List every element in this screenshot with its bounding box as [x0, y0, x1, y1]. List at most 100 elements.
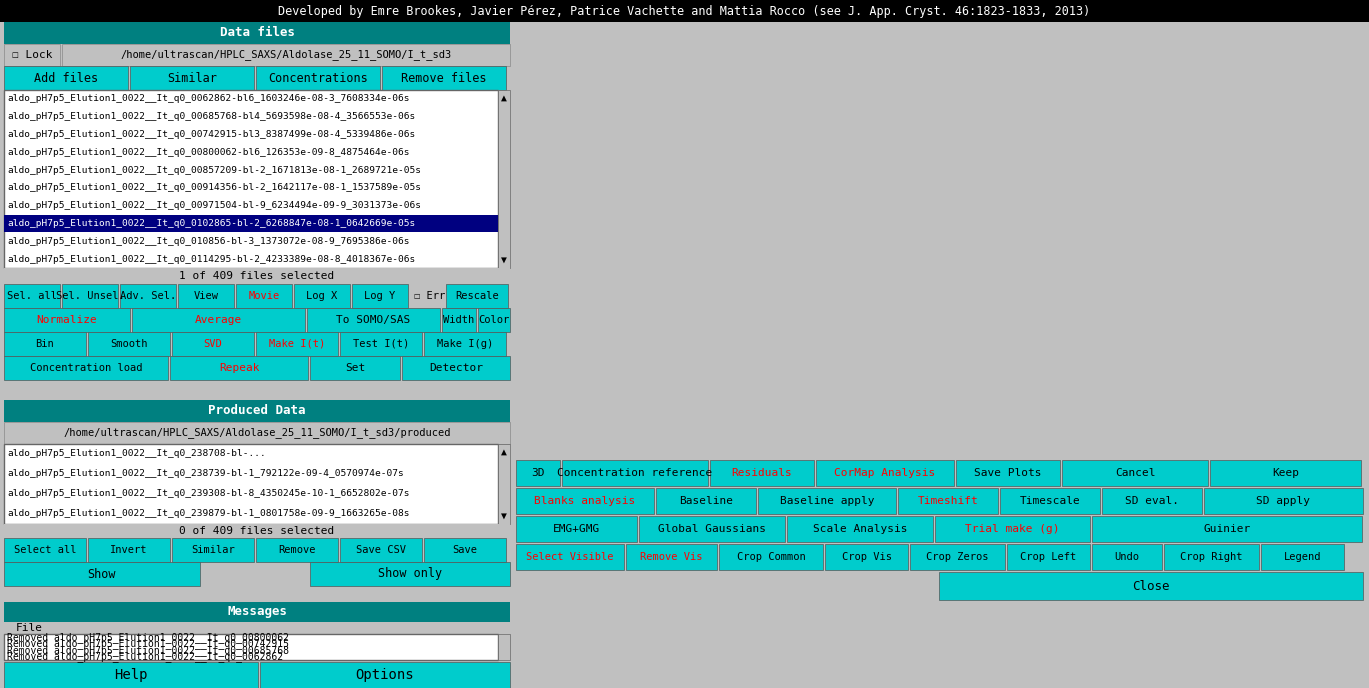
Text: Close: Close [1132, 579, 1169, 592]
Text: Show only: Show only [378, 568, 442, 581]
Text: 0 of 409 files selected: 0 of 409 files selected [179, 526, 334, 536]
Text: Width: Width [444, 315, 475, 325]
Text: Produced Data: Produced Data [208, 405, 305, 418]
Text: Set: Set [345, 363, 366, 373]
Text: Blanks analysis: Blanks analysis [534, 496, 635, 506]
Text: Global Gaussians: Global Gaussians [658, 524, 767, 534]
Text: Undo: Undo [1114, 552, 1139, 562]
X-axis label: Time [a.u.]: Time [a.u.] [923, 470, 999, 484]
Text: Movie: Movie [248, 291, 279, 301]
Text: Log X: Log X [307, 291, 338, 301]
Text: Similar: Similar [167, 72, 216, 85]
Text: Detector: Detector [428, 363, 483, 373]
Text: aldo_pH7p5_Elution1_0022__It_q0_239308-bl-8_4350245e-10-1_6652802e-07s: aldo_pH7p5_Elution1_0022__It_q0_239308-b… [7, 489, 409, 499]
Text: Crop Zeros: Crop Zeros [927, 552, 988, 562]
Text: /home/ultrascan/HPLC_SAXS/Aldolase_25_11_SOMO/I_t_sd3: /home/ultrascan/HPLC_SAXS/Aldolase_25_11… [120, 50, 452, 61]
Text: Help: Help [114, 668, 148, 682]
Text: Messages: Messages [227, 605, 287, 619]
Text: Select Visible: Select Visible [526, 552, 613, 562]
Text: Color: Color [478, 315, 509, 325]
Text: Residuals: Residuals [731, 468, 793, 478]
Text: Make I(t): Make I(t) [268, 339, 324, 349]
Text: aldo_pH7p5_Elution1_0022__It_q0_010856-bl-3_1373072e-08-9_7695386e-06s: aldo_pH7p5_Elution1_0022__It_q0_010856-b… [7, 237, 409, 246]
Text: aldo_pH7p5_Elution1_0022__It_q0_00914356-bl-2_1642117e-08-1_1537589e-05s: aldo_pH7p5_Elution1_0022__It_q0_00914356… [7, 184, 422, 193]
Text: Rescale: Rescale [455, 291, 498, 301]
Text: Add files: Add files [34, 72, 99, 85]
Y-axis label: I(t) [a.u.]: I(t) [a.u.] [493, 208, 507, 270]
Text: EMG+GMG: EMG+GMG [553, 524, 600, 534]
Text: 1 of 409 files selected: 1 of 409 files selected [179, 271, 334, 281]
Text: Concentrations: Concentrations [268, 72, 368, 85]
Text: ☐ Err: ☐ Err [413, 291, 445, 301]
Text: aldo_pH7p5_Elution1_0022__It_q0_238708-bl-...: aldo_pH7p5_Elution1_0022__It_q0_238708-b… [7, 449, 266, 458]
Text: Scale Analysis: Scale Analysis [813, 524, 908, 534]
Text: aldo_pH7p5_Elution1_0022__It_q0_0114295-bl-2_4233389e-08-8_4018367e-06s: aldo_pH7p5_Elution1_0022__It_q0_0114295-… [7, 255, 415, 264]
Text: Baseline: Baseline [679, 496, 732, 506]
Text: Data files: Data files [219, 27, 294, 39]
Text: Baseline apply: Baseline apply [780, 496, 875, 506]
Text: ▲: ▲ [501, 93, 507, 103]
Text: Similar: Similar [192, 545, 235, 555]
Text: SD eval.: SD eval. [1125, 496, 1179, 506]
Text: Save Plots: Save Plots [975, 468, 1042, 478]
Text: Sel. Unsel.: Sel. Unsel. [56, 291, 125, 301]
Text: Crop Right: Crop Right [1180, 552, 1243, 562]
Text: Crop Left: Crop Left [1020, 552, 1076, 562]
Text: Test I(t): Test I(t) [353, 339, 409, 349]
Text: Invert: Invert [111, 545, 148, 555]
Text: Make I(g): Make I(g) [437, 339, 493, 349]
Text: aldo_pH7p5_Elution1_0022__It_q0_0062862-bl6_1603246e-08-3_7608334e-06s: aldo_pH7p5_Elution1_0022__It_q0_0062862-… [7, 94, 409, 103]
Text: ▼: ▼ [501, 255, 507, 265]
Text: Repeak: Repeak [219, 363, 259, 373]
Text: Removed aldo_pH7p5_Elution1_0022__It_q0_00800062: Removed aldo_pH7p5_Elution1_0022__It_q0_… [7, 632, 289, 643]
Text: Remove: Remove [278, 545, 316, 555]
Text: aldo_pH7p5_Elution1_0022__It_q0_00971504-bl-9_6234494e-09-9_3031373e-06s: aldo_pH7p5_Elution1_0022__It_q0_00971504… [7, 201, 422, 211]
Text: aldo_pH7p5_Elution1_0022__It_q0_238739-bl-1_792122e-09-4_0570974e-07s: aldo_pH7p5_Elution1_0022__It_q0_238739-b… [7, 469, 404, 478]
Text: Keep: Keep [1272, 468, 1299, 478]
Text: Remove Vis: Remove Vis [641, 552, 702, 562]
Text: aldo_pH7p5_Elution1_0022__It_q0_0102865-bl-2_6268847e-08-1_0642669e-05s: aldo_pH7p5_Elution1_0022__It_q0_0102865-… [7, 219, 415, 228]
Text: CorMap Analysis: CorMap Analysis [834, 468, 935, 478]
Text: Removed aldo_pH7p5_Elution1_0022__It_q0_00742915: Removed aldo_pH7p5_Elution1_0022__It_q0_… [7, 638, 289, 649]
Text: Concentration load: Concentration load [30, 363, 142, 373]
Text: ▲: ▲ [501, 447, 507, 457]
Text: Developed by Emre Brookes, Javier Pérez, Patrice Vachette and Mattia Rocco (see : Developed by Emre Brookes, Javier Pérez,… [278, 5, 1091, 17]
Text: Sel. all: Sel. all [7, 291, 57, 301]
Text: Select all: Select all [14, 545, 77, 555]
Text: Log Y: Log Y [364, 291, 396, 301]
Text: aldo_pH7p5_Elution1_0022__It_q0_00685768-bl4_5693598e-08-4_3566553e-06s: aldo_pH7p5_Elution1_0022__It_q0_00685768… [7, 112, 415, 121]
Text: aldo_pH7p5_Elution1_0022__It_q0_00857209-bl-2_1671813e-08-1_2689721e-05s: aldo_pH7p5_Elution1_0022__It_q0_00857209… [7, 166, 422, 175]
Text: To SOMO/SAS: To SOMO/SAS [337, 315, 411, 325]
Text: Concentration reference: Concentration reference [557, 468, 713, 478]
Text: Save: Save [453, 545, 478, 555]
Text: Average: Average [194, 315, 242, 325]
Text: Removed aldo_pH7p5_Elution1_0022__It_q0_00685768: Removed aldo_pH7p5_Elution1_0022__It_q0_… [7, 645, 289, 656]
Text: Options: Options [356, 668, 415, 682]
Text: aldo_pH7p5_Elution1_0022__It_q0_00800062-bl6_126353e-09-8_4875464e-06s: aldo_pH7p5_Elution1_0022__It_q0_00800062… [7, 148, 409, 157]
Text: Smooth: Smooth [111, 339, 148, 349]
Text: Timescale: Timescale [1020, 496, 1080, 506]
Text: Trial make (g): Trial make (g) [965, 524, 1060, 534]
Text: ▼: ▼ [501, 511, 507, 521]
Text: File: File [16, 623, 42, 633]
Text: View: View [193, 291, 219, 301]
Text: Crop Common: Crop Common [737, 552, 805, 562]
Text: Timeshift: Timeshift [917, 496, 979, 506]
Text: aldo_pH7p5_Elution1_0022__It_q0_00742915-bl3_8387499e-08-4_5339486e-06s: aldo_pH7p5_Elution1_0022__It_q0_00742915… [7, 130, 415, 139]
Text: Remove files: Remove files [401, 72, 487, 85]
Text: 3D: 3D [531, 468, 545, 478]
Text: Adv. Sel.: Adv. Sel. [120, 291, 177, 301]
Text: Removed aldo_pH7p5_Elution1_0022__It_q0_0062862: Removed aldo_pH7p5_Elution1_0022__It_q0_… [7, 652, 283, 663]
Text: Legend: Legend [1284, 552, 1321, 562]
Text: Show: Show [88, 568, 116, 581]
Text: Save CSV: Save CSV [356, 545, 407, 555]
Text: Guinier: Guinier [1203, 524, 1251, 534]
Text: SD apply: SD apply [1257, 496, 1310, 506]
Text: SVD: SVD [204, 339, 222, 349]
Text: ☐ Lock: ☐ Lock [12, 50, 52, 60]
Text: /home/ultrascan/HPLC_SAXS/Aldolase_25_11_SOMO/I_t_sd3/produced: /home/ultrascan/HPLC_SAXS/Aldolase_25_11… [63, 427, 450, 438]
Text: Bin: Bin [36, 339, 55, 349]
Text: Crop Vis: Crop Vis [842, 552, 891, 562]
Text: aldo_pH7p5_Elution1_0022__It_q0_239879-bl-1_0801758e-09-9_1663265e-08s: aldo_pH7p5_Elution1_0022__It_q0_239879-b… [7, 510, 409, 519]
Text: Cancel: Cancel [1114, 468, 1155, 478]
